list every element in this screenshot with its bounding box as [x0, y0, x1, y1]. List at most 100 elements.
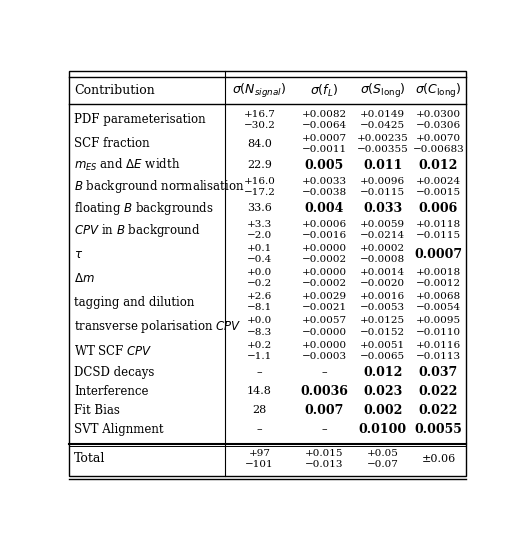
- Text: $m_{ES}$ and $\Delta E$ width: $m_{ES}$ and $\Delta E$ width: [74, 157, 181, 173]
- Text: −0.0021: −0.0021: [302, 303, 347, 313]
- Text: +16.7: +16.7: [243, 110, 276, 119]
- Text: −0.0214: −0.0214: [360, 231, 406, 240]
- Text: tagging and dilution: tagging and dilution: [74, 296, 195, 309]
- Text: SCF fraction: SCF fraction: [74, 137, 150, 150]
- Text: +0.0024: +0.0024: [416, 177, 461, 186]
- Text: 0.004: 0.004: [304, 202, 344, 215]
- Text: +0.05: +0.05: [367, 449, 399, 457]
- Text: 0.022: 0.022: [419, 384, 458, 397]
- Text: −30.2: −30.2: [243, 121, 276, 130]
- Text: −0.013: −0.013: [305, 460, 343, 469]
- Text: −0.0425: −0.0425: [360, 121, 406, 130]
- Text: +0.0118: +0.0118: [416, 220, 461, 229]
- Text: floating $B$ backgrounds: floating $B$ backgrounds: [74, 200, 214, 217]
- Text: −0.0011: −0.0011: [302, 145, 347, 154]
- Text: +0.0016: +0.0016: [360, 292, 406, 301]
- Text: 0.002: 0.002: [363, 403, 402, 416]
- Text: −0.0115: −0.0115: [360, 188, 406, 197]
- Text: WT SCF $CPV$: WT SCF $CPV$: [74, 343, 153, 357]
- Text: $B$ background normalisation: $B$ background normalisation: [74, 178, 244, 195]
- Text: 0.0007: 0.0007: [414, 248, 462, 261]
- Text: −0.0306: −0.0306: [416, 121, 461, 130]
- Text: −0.0002: −0.0002: [302, 279, 347, 288]
- Text: −0.4: −0.4: [247, 255, 272, 264]
- Text: –: –: [322, 424, 327, 434]
- Text: +0.0068: +0.0068: [416, 292, 461, 301]
- Text: +0.0018: +0.0018: [416, 268, 461, 277]
- Text: −0.0012: −0.0012: [416, 279, 461, 288]
- Text: +0.00235: +0.00235: [357, 134, 409, 143]
- Text: transverse polarisation $CPV$: transverse polarisation $CPV$: [74, 318, 242, 335]
- Text: +0.0057: +0.0057: [302, 316, 347, 326]
- Text: +0.2: +0.2: [247, 341, 272, 349]
- Text: −0.0020: −0.0020: [360, 279, 406, 288]
- Text: +97: +97: [248, 449, 270, 457]
- Text: 14.8: 14.8: [247, 386, 272, 396]
- Text: +0.0033: +0.0033: [302, 177, 347, 186]
- Text: $\sigma(N_{signal})$: $\sigma(N_{signal})$: [232, 82, 287, 100]
- Text: 84.0: 84.0: [247, 139, 272, 149]
- Text: 0.023: 0.023: [363, 384, 402, 397]
- Text: $\Delta m$: $\Delta m$: [74, 272, 95, 285]
- Text: DCSD decays: DCSD decays: [74, 366, 155, 379]
- Text: $CPV$ in $B$ background: $CPV$ in $B$ background: [74, 221, 201, 239]
- Text: +0.0000: +0.0000: [302, 268, 347, 277]
- Text: −0.0065: −0.0065: [360, 352, 406, 361]
- Text: +0.0051: +0.0051: [360, 341, 406, 349]
- Text: +0.0300: +0.0300: [416, 110, 461, 119]
- Text: −0.07: −0.07: [367, 460, 399, 469]
- Text: 0.037: 0.037: [419, 366, 458, 379]
- Text: +0.0029: +0.0029: [302, 292, 347, 301]
- Text: −0.0003: −0.0003: [302, 352, 347, 361]
- Text: +0.0059: +0.0059: [360, 220, 406, 229]
- Text: −0.0152: −0.0152: [360, 328, 406, 336]
- Text: −17.2: −17.2: [243, 188, 276, 197]
- Text: +2.6: +2.6: [247, 292, 272, 301]
- Text: 0.007: 0.007: [304, 403, 344, 416]
- Text: +0.0096: +0.0096: [360, 177, 406, 186]
- Text: −0.0015: −0.0015: [416, 188, 461, 197]
- Text: 22.9: 22.9: [247, 160, 272, 171]
- Text: $\sigma(S_{\mathrm{long}})$: $\sigma(S_{\mathrm{long}})$: [360, 82, 406, 100]
- Text: +0.0070: +0.0070: [416, 134, 461, 143]
- Text: 0.012: 0.012: [363, 366, 402, 379]
- Text: +0.0006: +0.0006: [302, 220, 347, 229]
- Text: 0.011: 0.011: [363, 159, 402, 172]
- Text: Contribution: Contribution: [74, 84, 155, 97]
- Text: +0.0: +0.0: [247, 316, 272, 326]
- Text: −0.0016: −0.0016: [302, 231, 347, 240]
- FancyBboxPatch shape: [69, 71, 466, 476]
- Text: 0.0100: 0.0100: [359, 423, 407, 436]
- Text: 0.0055: 0.0055: [414, 423, 462, 436]
- Text: −0.0110: −0.0110: [416, 328, 461, 336]
- Text: −0.0064: −0.0064: [302, 121, 347, 130]
- Text: −0.0053: −0.0053: [360, 303, 406, 313]
- Text: −0.2: −0.2: [247, 279, 272, 288]
- Text: −0.0054: −0.0054: [416, 303, 461, 313]
- Text: 33.6: 33.6: [247, 204, 272, 213]
- Text: −0.00683: −0.00683: [412, 145, 465, 154]
- Text: +0.0149: +0.0149: [360, 110, 406, 119]
- Text: ±0.06: ±0.06: [421, 454, 456, 464]
- Text: 0.022: 0.022: [419, 403, 458, 416]
- Text: +0.0007: +0.0007: [302, 134, 347, 143]
- Text: SVT Alignment: SVT Alignment: [74, 423, 164, 436]
- Text: $\sigma(C_{\mathrm{long}})$: $\sigma(C_{\mathrm{long}})$: [415, 82, 462, 100]
- Text: –: –: [257, 424, 262, 434]
- Text: +0.0: +0.0: [247, 268, 272, 277]
- Text: –: –: [322, 367, 327, 377]
- Text: PDF parameterisation: PDF parameterisation: [74, 113, 206, 126]
- Text: −0.00355: −0.00355: [357, 145, 409, 154]
- Text: −0.0115: −0.0115: [416, 231, 461, 240]
- Text: +16.0: +16.0: [243, 177, 276, 186]
- Text: −2.0: −2.0: [247, 231, 272, 240]
- Text: 28: 28: [252, 405, 267, 415]
- Text: +0.0014: +0.0014: [360, 268, 406, 277]
- Text: Fit Bias: Fit Bias: [74, 403, 120, 416]
- Text: +0.0000: +0.0000: [302, 244, 347, 253]
- Text: −101: −101: [245, 460, 274, 469]
- Text: −0.0000: −0.0000: [302, 328, 347, 336]
- Text: +3.3: +3.3: [247, 220, 272, 229]
- Text: −1.1: −1.1: [247, 352, 272, 361]
- Text: −8.3: −8.3: [247, 328, 272, 336]
